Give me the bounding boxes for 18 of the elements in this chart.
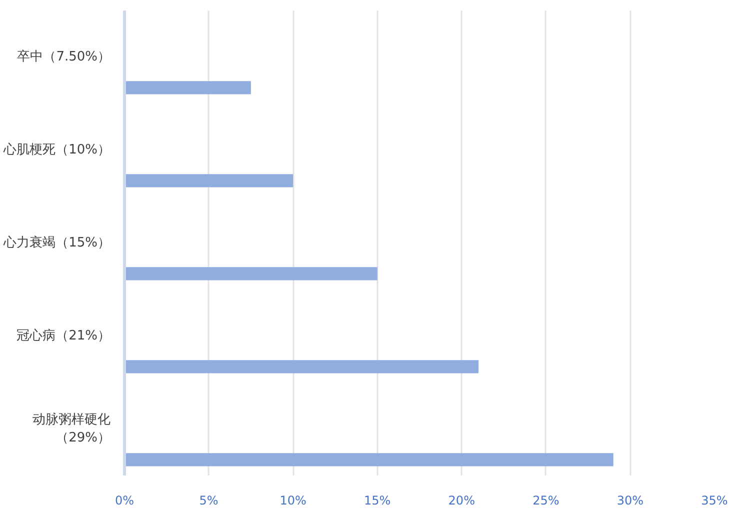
x-tick-label: 10% <box>280 494 306 508</box>
x-tick-label: 15% <box>364 494 391 508</box>
bar <box>124 453 614 466</box>
bar <box>124 81 251 94</box>
x-tick-label: 30% <box>616 494 644 508</box>
x-tick-label: 5% <box>199 494 218 508</box>
y-tick-label: 动脉粥样硬化（29%） <box>32 412 111 446</box>
x-tick-label: 35% <box>701 494 728 508</box>
bar <box>124 267 378 280</box>
y-tick-label: 卒中（7.50%） <box>17 50 111 64</box>
bar <box>124 174 294 188</box>
x-tick-label: 20% <box>448 494 475 508</box>
bar <box>124 360 478 374</box>
x-tick-label: 25% <box>532 494 560 508</box>
y-tick-label: 冠心病（21%） <box>16 328 111 344</box>
y-tick-label: 心肌梗死（10%） <box>2 142 111 158</box>
y-tick-label: 心力衰竭（15%） <box>2 234 111 250</box>
x-tick-label: 0% <box>114 494 134 508</box>
